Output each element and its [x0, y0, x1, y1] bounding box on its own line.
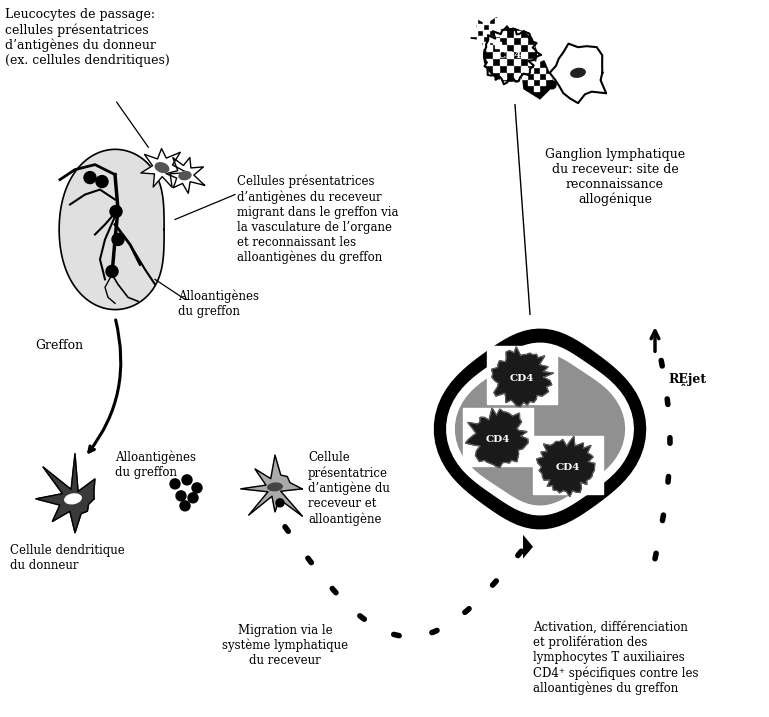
Polygon shape: [241, 455, 302, 516]
Polygon shape: [465, 408, 528, 467]
Bar: [486, 44, 492, 51]
Bar: [521, 75, 527, 80]
Circle shape: [182, 475, 192, 485]
Text: Leucocytes de passage:
cellules présentatrices
d’antigènes du donneur
(ex. cellu: Leucocytes de passage: cellules présenta…: [5, 8, 170, 67]
Polygon shape: [523, 535, 533, 559]
Circle shape: [112, 234, 124, 245]
Bar: [483, 42, 489, 48]
Bar: [507, 65, 513, 72]
Circle shape: [180, 501, 190, 511]
Bar: [507, 37, 513, 44]
Circle shape: [84, 171, 96, 184]
Bar: [533, 436, 603, 494]
Text: Activation, différenciation
et prolifération des
lymphocytes T auxiliaires
CD4⁺ : Activation, différenciation et proliféra…: [533, 621, 698, 695]
Circle shape: [548, 81, 556, 89]
Polygon shape: [471, 17, 508, 53]
Bar: [500, 31, 506, 37]
Ellipse shape: [267, 483, 283, 491]
Bar: [514, 59, 521, 65]
Polygon shape: [522, 61, 554, 99]
Text: CD4: CD4: [510, 374, 534, 383]
Text: Alloantigènes
du greffon: Alloantigènes du greffon: [115, 451, 196, 480]
Bar: [521, 52, 528, 58]
Bar: [471, 18, 477, 24]
Text: Migration via le
système lymphatique
du receveur: Migration via le système lymphatique du …: [222, 624, 348, 667]
Circle shape: [176, 491, 186, 501]
Circle shape: [106, 265, 118, 277]
Bar: [514, 31, 521, 37]
Bar: [487, 346, 557, 404]
Bar: [483, 30, 489, 36]
Bar: [478, 24, 483, 29]
Bar: [521, 65, 528, 72]
Bar: [514, 44, 521, 51]
Bar: [534, 86, 538, 91]
Polygon shape: [59, 149, 164, 310]
Polygon shape: [141, 148, 188, 187]
Bar: [493, 65, 499, 72]
Circle shape: [484, 29, 536, 81]
Bar: [463, 408, 533, 466]
Bar: [478, 36, 483, 42]
Bar: [521, 37, 528, 44]
Bar: [500, 44, 506, 51]
Polygon shape: [550, 44, 606, 103]
Bar: [493, 37, 499, 44]
Bar: [528, 44, 534, 51]
Polygon shape: [166, 158, 205, 194]
Bar: [495, 42, 501, 48]
Polygon shape: [537, 436, 594, 497]
Polygon shape: [447, 343, 634, 515]
Circle shape: [110, 206, 122, 217]
Polygon shape: [36, 454, 95, 533]
Text: Cellule
présentatrice
d’antigène du
receveur et
alloantigène: Cellule présentatrice d’antigène du rece…: [308, 451, 390, 526]
Bar: [500, 59, 506, 65]
Ellipse shape: [155, 163, 168, 173]
Bar: [540, 68, 544, 73]
Ellipse shape: [179, 171, 191, 180]
Bar: [528, 59, 534, 65]
Bar: [534, 75, 538, 80]
Bar: [545, 75, 551, 80]
Text: Alloantigènes
du greffon: Alloantigènes du greffon: [178, 290, 259, 318]
Circle shape: [276, 499, 284, 507]
Text: Cellule dendritique
du donneur: Cellule dendritique du donneur: [10, 543, 125, 571]
Circle shape: [192, 483, 202, 493]
Text: RḘjet: RḘjet: [668, 373, 706, 386]
Text: CD4: CD4: [498, 52, 522, 60]
Bar: [514, 72, 521, 79]
Bar: [489, 36, 494, 42]
Bar: [495, 18, 501, 24]
Bar: [471, 30, 477, 36]
Text: Greffon: Greffon: [35, 339, 83, 352]
Bar: [493, 52, 499, 58]
Bar: [528, 80, 532, 85]
Bar: [483, 18, 489, 24]
Ellipse shape: [64, 493, 82, 505]
Bar: [507, 52, 513, 58]
Polygon shape: [434, 329, 646, 528]
Bar: [489, 24, 494, 29]
Bar: [534, 62, 538, 67]
Ellipse shape: [570, 67, 586, 78]
Bar: [540, 80, 544, 85]
Bar: [486, 59, 492, 65]
Circle shape: [170, 479, 180, 489]
Text: Ganglion lymphatique
du receveur: site de
reconnaissance
allogénique: Ganglion lymphatique du receveur: site d…: [545, 148, 685, 206]
Bar: [500, 72, 506, 79]
Bar: [495, 30, 501, 36]
Bar: [528, 68, 532, 73]
Polygon shape: [456, 353, 624, 505]
Text: Cellules présentatrices
d’antigènes du receveur
migrant dans le greffon via
la v: Cellules présentatrices d’antigènes du r…: [237, 175, 398, 265]
Circle shape: [96, 176, 108, 188]
Text: CD4: CD4: [556, 463, 580, 473]
Circle shape: [188, 493, 198, 503]
Polygon shape: [491, 347, 554, 407]
Text: CD4: CD4: [486, 435, 510, 445]
Bar: [471, 42, 477, 48]
